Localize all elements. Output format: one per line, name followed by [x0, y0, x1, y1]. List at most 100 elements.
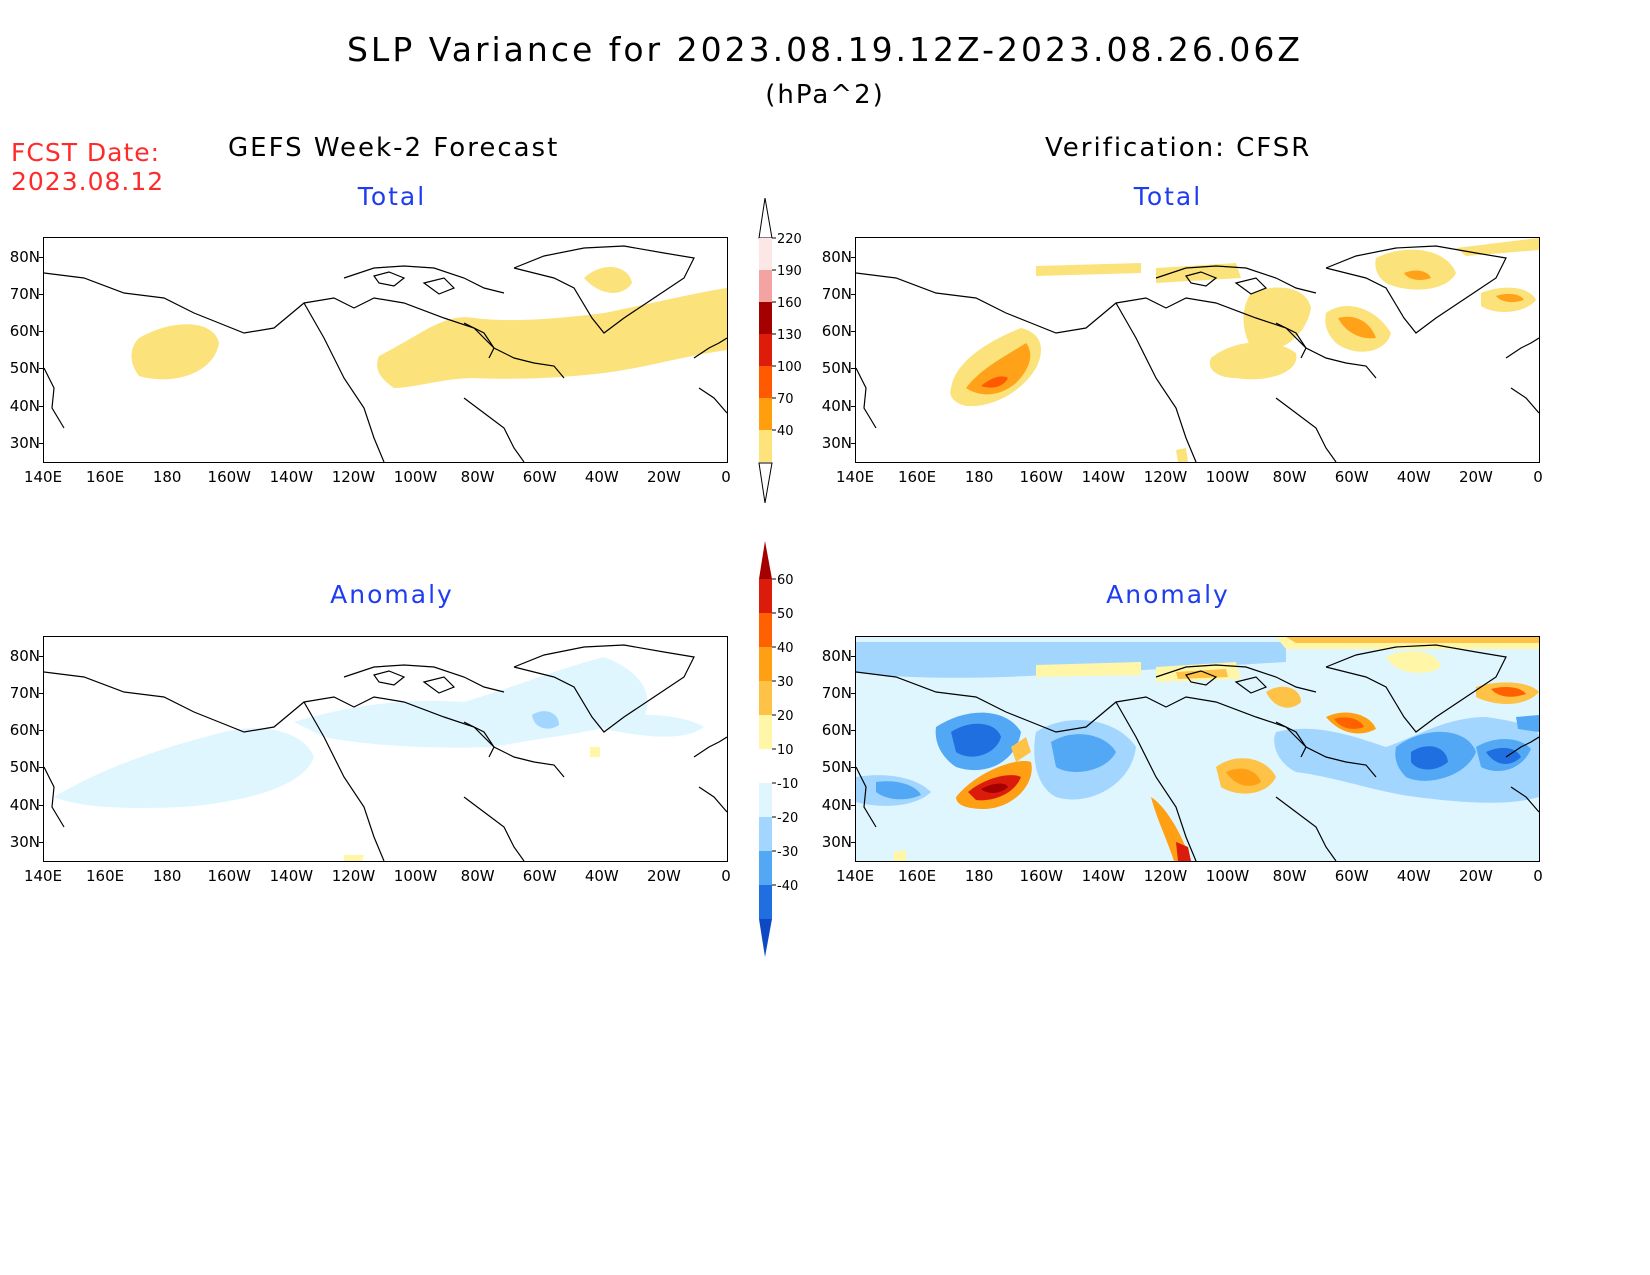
- variance-shading: [966, 343, 1031, 395]
- anomaly-shading: [876, 781, 921, 800]
- longitude-label: 140W: [1081, 468, 1126, 486]
- variance-shading: [1404, 270, 1431, 281]
- longitude-label: 60W: [1334, 867, 1369, 885]
- longitude-label: 160E: [898, 468, 937, 486]
- colorbar-swatch: [759, 613, 772, 647]
- latitude-tick: [851, 805, 856, 806]
- panel-title-forecast-total: Total: [357, 182, 427, 211]
- colorbar-total-svg: 220 190 160 130 100 70 40: [758, 197, 802, 504]
- coastlines: [856, 245, 1539, 462]
- variance-shading: [1496, 293, 1524, 303]
- anomaly-shading: [1036, 662, 1141, 677]
- colorbar-label: 20: [777, 709, 794, 724]
- latitude-label: 40N: [9, 397, 40, 415]
- longitude-label: 100W: [1205, 867, 1250, 885]
- anomaly-shading: [951, 723, 1001, 757]
- anomaly-shading: [1486, 747, 1521, 764]
- colorbar-bottom-arrow: [758, 462, 773, 504]
- latitude-label: 30N: [821, 434, 852, 452]
- longitude-label: 60W: [522, 468, 557, 486]
- variance-shading: [377, 288, 727, 388]
- variance-shading: [1243, 287, 1311, 351]
- longitude-label: 0: [1533, 867, 1543, 885]
- longitude-label: 60W: [522, 867, 557, 885]
- latitude-tick: [851, 331, 856, 332]
- longitude-label: 160W: [207, 468, 251, 486]
- latitude-label: 30N: [821, 833, 852, 851]
- variance-shading: [1338, 316, 1376, 339]
- latitude-tick: [851, 406, 856, 407]
- colorbar-label: 160: [777, 296, 802, 311]
- right-column-title: Verification: CFSR: [1045, 133, 1312, 163]
- panel-title-forecast-anomaly: Anomaly: [330, 580, 454, 609]
- latitude-label: 80N: [821, 248, 852, 266]
- longitude-label: 160E: [86, 468, 125, 486]
- variance-shading: [1375, 249, 1456, 290]
- latitude-label: 60N: [9, 322, 40, 340]
- units-label: (hPa^2): [765, 80, 885, 110]
- latitude-label: 40N: [9, 796, 40, 814]
- longitude-label: 40W: [584, 867, 619, 885]
- longitude-label: 120W: [1143, 468, 1188, 486]
- longitude-label: 140E: [835, 468, 875, 486]
- colorbar-bottom-arrow: [759, 919, 772, 957]
- latitude-label: 70N: [9, 285, 40, 303]
- colorbar-swatch: [759, 302, 772, 334]
- colorbar-swatch: [759, 851, 772, 885]
- latitude-tick: [851, 257, 856, 258]
- variance-shading: [131, 324, 219, 380]
- variance-shading: [981, 376, 1008, 388]
- colorbar-label: 220: [777, 232, 802, 247]
- longitude-label: 80W: [460, 867, 495, 885]
- longitude-label: 0: [1533, 468, 1543, 486]
- map-panel-verification-anomaly: [855, 636, 1540, 862]
- colorbar-anomaly-svg: 60 50 40 30 20 10 -10 -20 -30 -40: [759, 541, 798, 957]
- latitude-tick: [851, 443, 856, 444]
- longitude-label: 80W: [1272, 867, 1307, 885]
- longitude-label: 60W: [1334, 468, 1369, 486]
- colorbar-label: 30: [777, 675, 794, 690]
- colorbar-label: 70: [777, 392, 794, 407]
- latitude-label: 50N: [821, 758, 852, 776]
- colorbar-swatch: [759, 647, 772, 681]
- latitude-tick: [851, 368, 856, 369]
- anomaly-shading: [1051, 734, 1116, 772]
- latitude-tick: [39, 406, 44, 407]
- latitude-tick: [39, 656, 44, 657]
- latitude-tick: [851, 730, 856, 731]
- latitude-label: 60N: [821, 721, 852, 739]
- anomaly-shading: [981, 783, 1008, 793]
- latitude-tick: [851, 693, 856, 694]
- latitude-label: 70N: [821, 285, 852, 303]
- anomaly-shading: [1386, 651, 1441, 673]
- latitude-tick: [39, 767, 44, 768]
- latitude-label: 40N: [821, 796, 852, 814]
- variance-shading: [1036, 263, 1141, 276]
- fcst-date-value: 2023.08.12: [11, 167, 165, 196]
- longitude-label: 120W: [1143, 867, 1188, 885]
- latitude-tick: [851, 294, 856, 295]
- anomaly-shading: [1286, 637, 1539, 643]
- map-panel-verification-total: [855, 237, 1540, 463]
- latitude-tick: [39, 693, 44, 694]
- coastlines: [856, 644, 1539, 861]
- latitude-tick: [851, 842, 856, 843]
- variance-shading: [584, 267, 632, 293]
- longitude-label: 100W: [1205, 468, 1250, 486]
- anomaly-shading: [1226, 768, 1261, 786]
- latitude-label: 70N: [9, 684, 40, 702]
- longitude-label: 20W: [1458, 468, 1493, 486]
- forecast-date-block: FCST Date: 2023.08.12: [11, 138, 164, 196]
- anomaly-shading: [1266, 686, 1301, 708]
- anomaly-shading: [1334, 717, 1364, 729]
- latitude-tick: [851, 767, 856, 768]
- page-title: SLP Variance for 2023.08.19.12Z-2023.08.…: [346, 30, 1304, 69]
- latitude-label: 60N: [821, 322, 852, 340]
- longitude-label: 160W: [1019, 867, 1063, 885]
- colorbar-label: 10: [777, 743, 794, 758]
- latitude-label: 80N: [9, 248, 40, 266]
- latitude-label: 30N: [9, 833, 40, 851]
- longitude-label: 100W: [393, 468, 438, 486]
- colorbar-swatch: [759, 270, 772, 302]
- latitude-tick: [39, 294, 44, 295]
